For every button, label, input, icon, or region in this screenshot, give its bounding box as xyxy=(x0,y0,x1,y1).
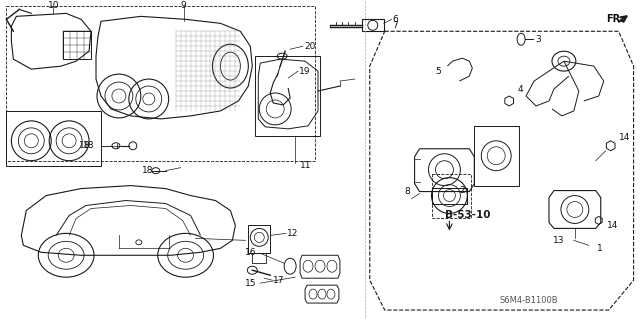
Text: S6M4-B1100B: S6M4-B1100B xyxy=(500,296,558,305)
Text: 1: 1 xyxy=(596,244,602,253)
Text: 14: 14 xyxy=(619,133,630,142)
Text: B-53-10: B-53-10 xyxy=(445,211,490,220)
Bar xyxy=(252,253,266,263)
Text: 18: 18 xyxy=(79,141,91,150)
Text: 13: 13 xyxy=(553,236,564,245)
Text: 3: 3 xyxy=(535,35,541,44)
Text: 6: 6 xyxy=(393,15,399,24)
Bar xyxy=(248,226,270,253)
Text: 18: 18 xyxy=(83,141,95,150)
Bar xyxy=(362,19,384,31)
Bar xyxy=(63,31,91,59)
Text: 11: 11 xyxy=(300,161,312,170)
Text: 7: 7 xyxy=(393,21,399,30)
Text: 9: 9 xyxy=(180,1,186,10)
Text: FR.: FR. xyxy=(605,14,624,24)
Bar xyxy=(6,111,101,166)
Bar xyxy=(431,174,471,219)
Text: 14: 14 xyxy=(607,221,618,230)
Text: 10: 10 xyxy=(48,1,60,10)
Text: 5: 5 xyxy=(435,67,441,76)
Bar xyxy=(474,126,519,186)
Text: 12: 12 xyxy=(287,229,298,238)
Bar xyxy=(255,56,320,136)
Text: 2: 2 xyxy=(460,186,465,195)
Text: 20: 20 xyxy=(304,42,316,51)
Text: 15: 15 xyxy=(245,279,257,288)
Bar xyxy=(431,188,467,204)
Text: 19: 19 xyxy=(299,67,310,76)
Text: 4: 4 xyxy=(517,85,523,93)
Bar xyxy=(6,6,315,161)
Text: 16: 16 xyxy=(245,248,257,257)
Text: 17: 17 xyxy=(273,276,285,285)
Text: 18: 18 xyxy=(142,166,154,175)
Text: 8: 8 xyxy=(404,187,410,196)
